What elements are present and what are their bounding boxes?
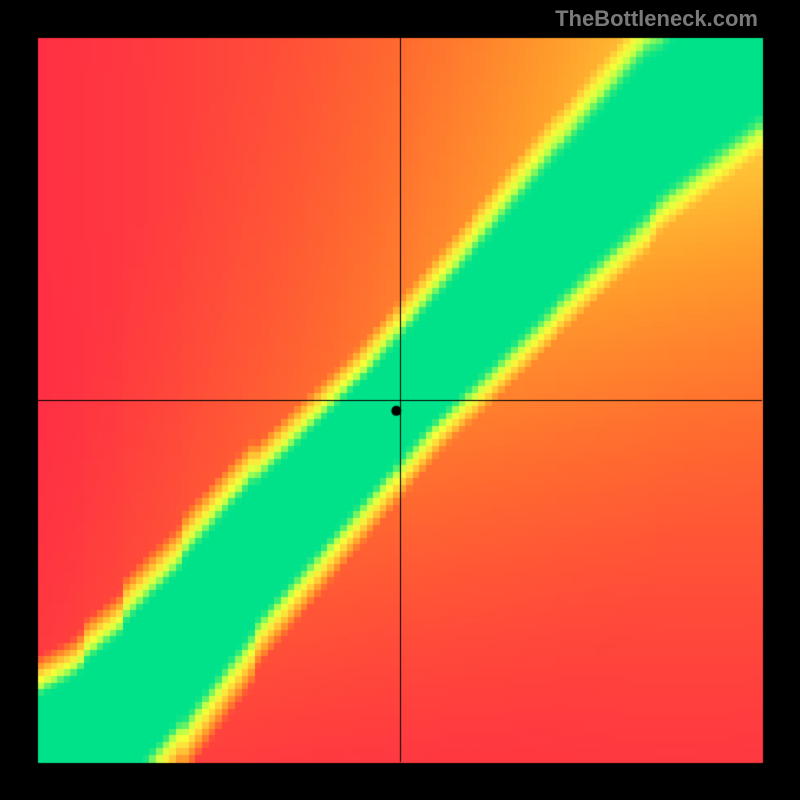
source-watermark: TheBottleneck.com: [555, 6, 758, 32]
chart-container: TheBottleneck.com: [0, 0, 800, 800]
bottleneck-heatmap-canvas: [0, 0, 800, 800]
